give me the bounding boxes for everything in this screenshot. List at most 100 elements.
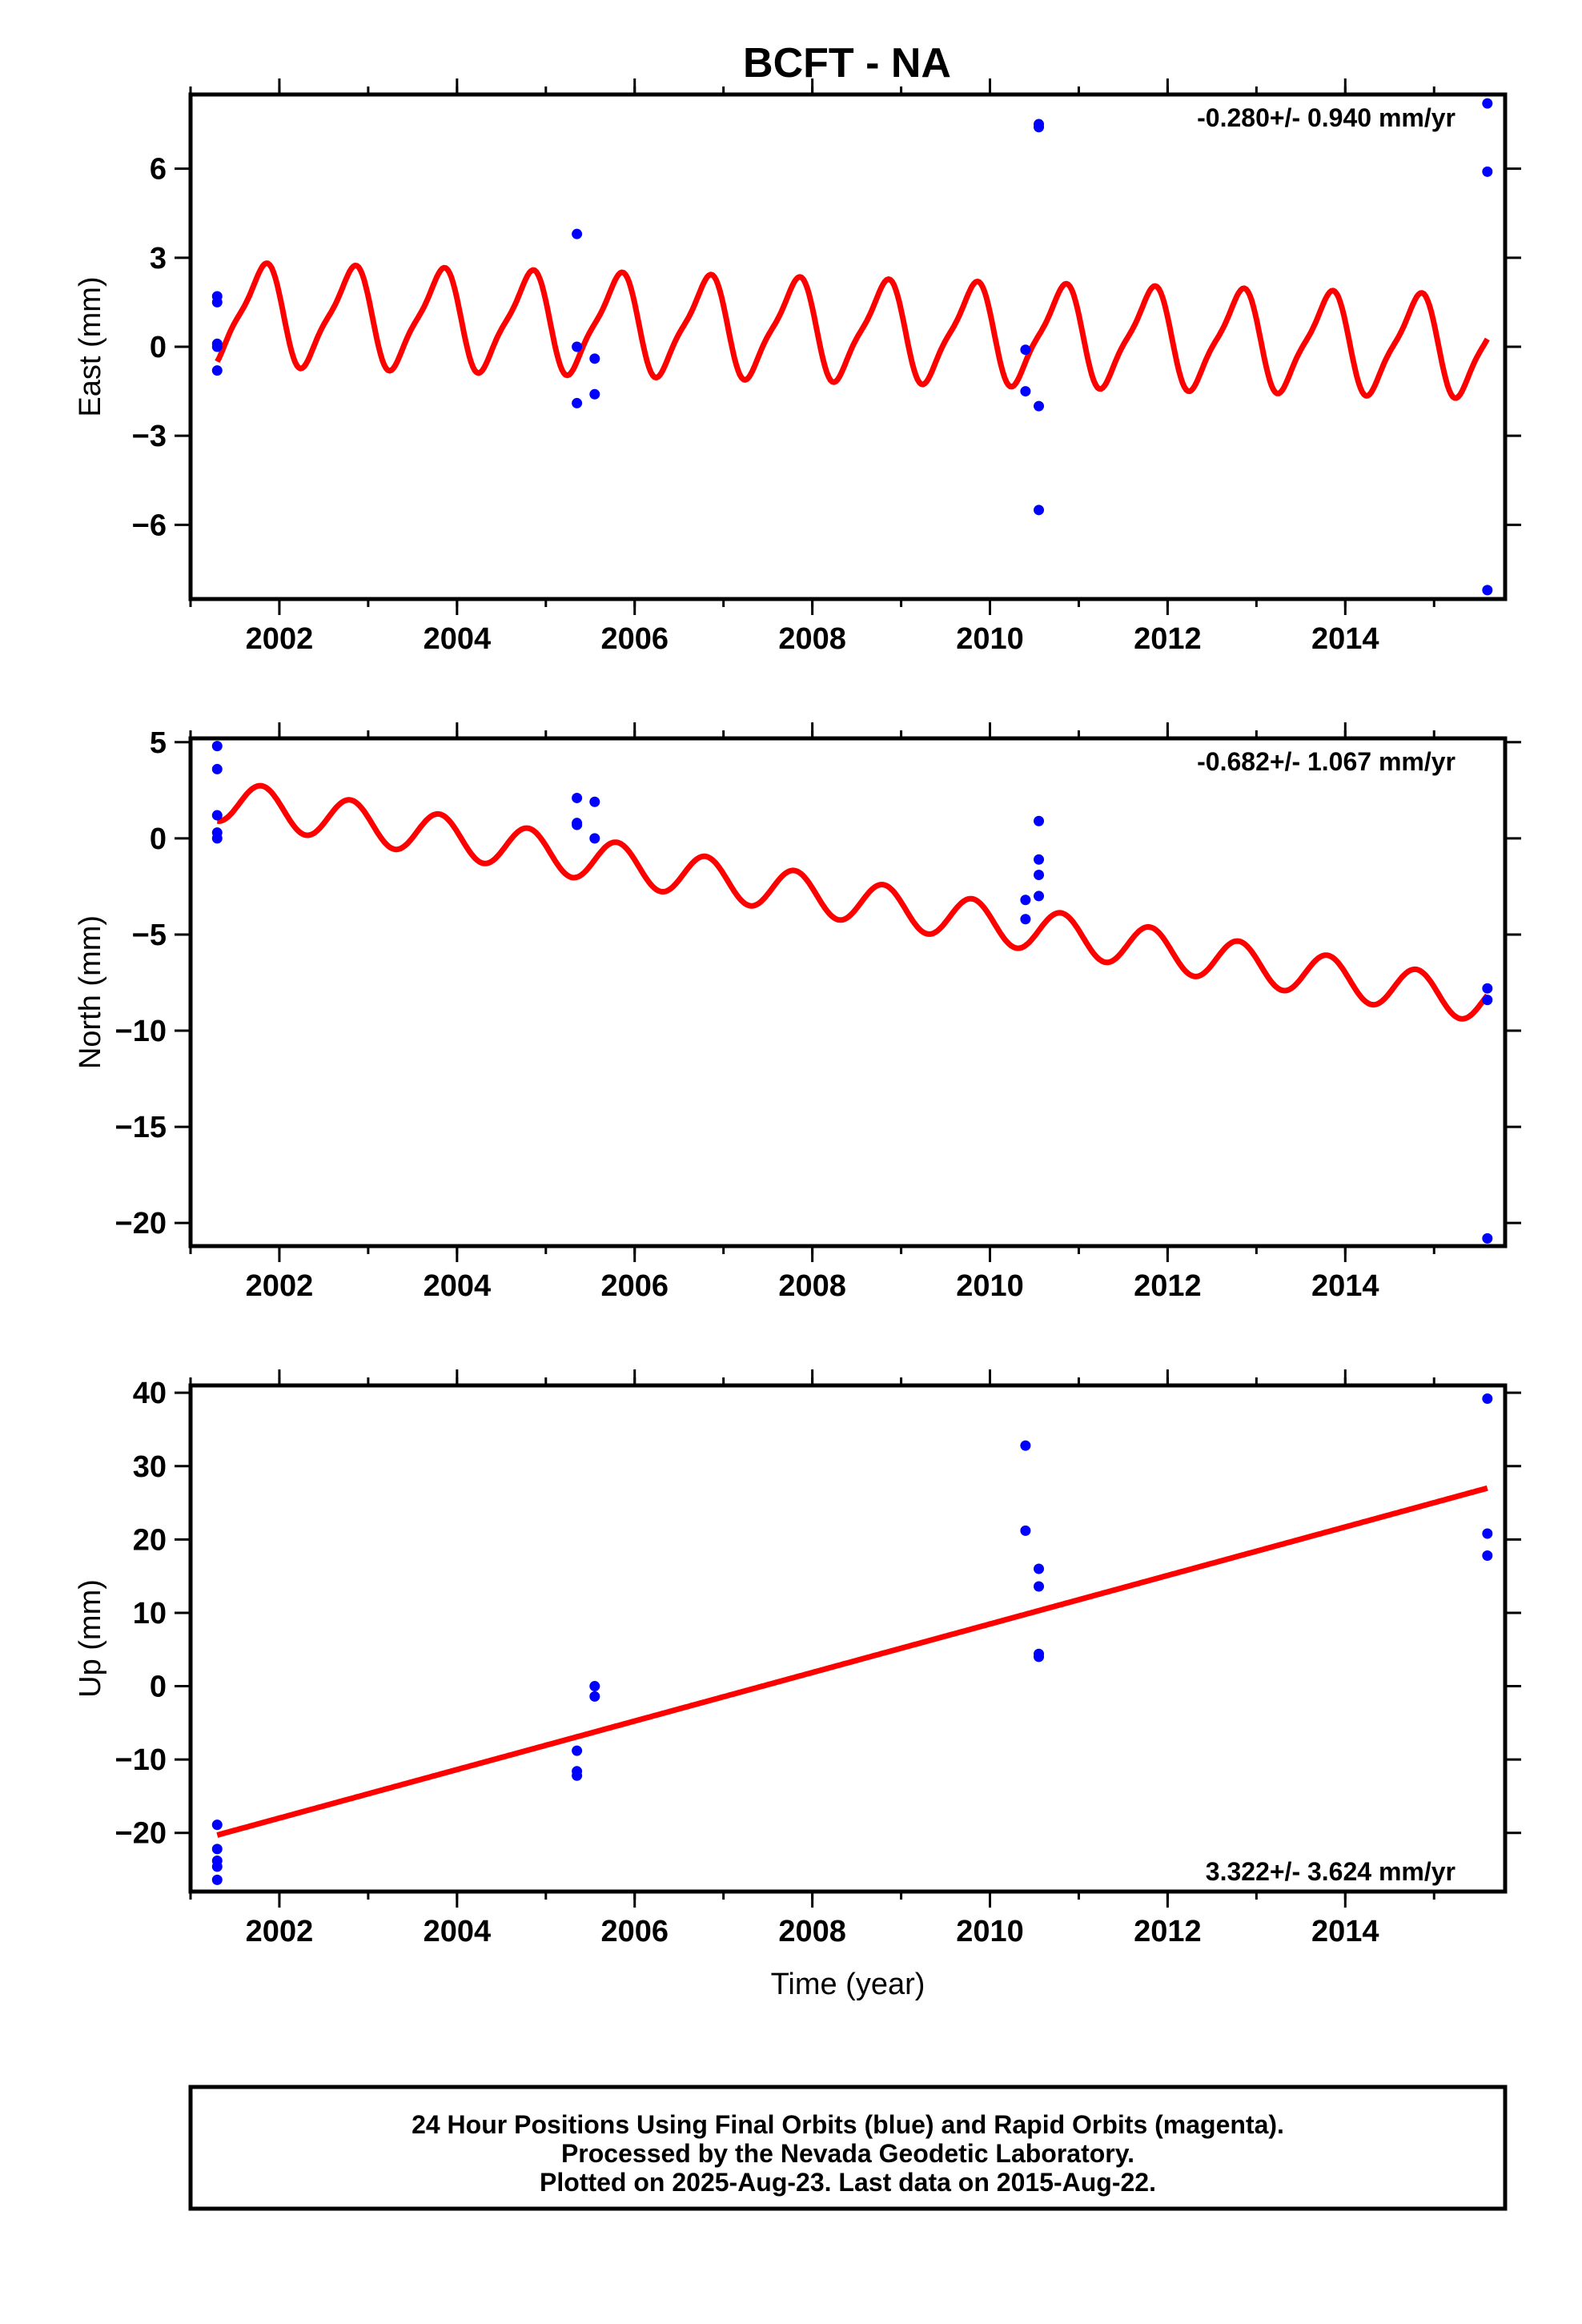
x-tick-label: 2010 — [956, 1269, 1024, 1303]
footer-line-1: 24 Hour Positions Using Final Orbits (bl… — [412, 2110, 1284, 2139]
y-tick-label: 6 — [150, 153, 167, 187]
y-tick-label: 40 — [133, 1377, 167, 1410]
y-axis-label: Up (mm) — [74, 1579, 107, 1698]
data-point — [1482, 995, 1493, 1006]
y-tick-label: 3 — [150, 242, 167, 275]
plot-frame — [188, 92, 1508, 601]
data-point — [1482, 1528, 1493, 1539]
x-tick-label: 2006 — [600, 1915, 669, 1948]
x-tick-label: 2012 — [1134, 1269, 1202, 1303]
y-axis-label: North (mm) — [74, 915, 107, 1069]
x-axis-label: Time (year) — [771, 1968, 926, 2001]
y-tick-label: 0 — [150, 331, 167, 364]
y-tick-label: 5 — [150, 726, 167, 760]
data-point — [211, 1861, 223, 1872]
data-point — [211, 1844, 223, 1855]
x-tick-label: 2012 — [1134, 1915, 1202, 1948]
data-point — [1020, 895, 1031, 906]
data-point — [211, 365, 223, 376]
x-tick-label: 2010 — [956, 1915, 1024, 1948]
data-point — [572, 792, 583, 803]
rate-label: -0.682+/- 1.067 mm/yr — [1197, 747, 1456, 776]
data-point — [572, 1745, 583, 1756]
data-point — [211, 763, 223, 774]
data-point — [1034, 891, 1045, 902]
data-point — [211, 1819, 223, 1831]
y-tick-label: 20 — [133, 1523, 167, 1557]
y-tick-label: −5 — [132, 919, 167, 952]
y-tick-label: −15 — [115, 1111, 167, 1144]
x-tick-label: 2008 — [778, 622, 846, 656]
y-tick-label: 0 — [150, 822, 167, 856]
x-tick-label: 2006 — [600, 1269, 669, 1303]
y-tick-label: −10 — [115, 1743, 167, 1777]
data-point — [589, 388, 600, 400]
y-tick-label: −3 — [132, 420, 167, 453]
plot-frame — [188, 736, 1508, 1248]
x-tick-label: 2002 — [246, 1915, 314, 1948]
data-point — [589, 833, 600, 844]
data-point — [1020, 1440, 1031, 1451]
data-point — [1034, 854, 1045, 865]
data-point — [572, 819, 583, 830]
data-point — [589, 1691, 600, 1702]
data-point — [1020, 386, 1031, 397]
y-tick-label: −20 — [115, 1207, 167, 1240]
x-tick-label: 2002 — [246, 1269, 314, 1303]
x-tick-label: 2014 — [1311, 1915, 1379, 1948]
data-point — [1482, 585, 1493, 596]
data-point — [1482, 1232, 1493, 1244]
x-tick-label: 2014 — [1311, 1269, 1379, 1303]
panel-east: 2002 2004 2006 2008 2010 2012 2014 −6 −3 0 3 6 -0.28… — [74, 78, 1521, 656]
data-point — [572, 397, 583, 408]
data-point — [1034, 1581, 1045, 1592]
y-tick-label: 30 — [133, 1450, 167, 1484]
x-tick-label: 2008 — [778, 1915, 846, 1948]
model-line — [216, 782, 1490, 1022]
model-line — [215, 260, 1490, 401]
data-point — [1020, 1525, 1031, 1536]
data-point — [1482, 166, 1493, 177]
data-point — [1482, 1393, 1493, 1404]
rate-label: 3.322+/- 3.624 mm/yr — [1206, 1857, 1456, 1886]
plot-frame — [188, 1383, 1508, 1894]
footer-box — [188, 2085, 1508, 2211]
data-point — [1034, 870, 1045, 881]
panels: 2002 2004 2006 2008 2010 2012 2014 −6 −3 0 3 6 -0.28… — [74, 78, 1521, 2001]
data-point — [211, 296, 223, 308]
x-tick-label: 2010 — [956, 622, 1024, 656]
rate-label: -0.280+/- 0.940 mm/yr — [1197, 103, 1456, 132]
x-tick-label: 2014 — [1311, 622, 1379, 656]
data-point — [211, 741, 223, 752]
x-tick-label: 2004 — [424, 622, 492, 656]
x-tick-label: 2004 — [424, 1915, 492, 1948]
data-point — [211, 1874, 223, 1885]
data-point — [1034, 505, 1045, 516]
data-point — [589, 796, 600, 807]
footer-line-3: Plotted on 2025-Aug-23. Last data on 201… — [540, 2168, 1156, 2197]
y-axis-label: East (mm) — [74, 276, 107, 416]
panel-north: 2002 2004 2006 2008 2010 2012 2014 −20 −15 −10 −5 0… — [74, 722, 1521, 1303]
data-point — [589, 1681, 600, 1692]
y-tick-label: −20 — [115, 1817, 167, 1851]
data-point — [572, 228, 583, 239]
panel-up: 2002 2004 2006 2008 2010 2012 2014 −20 −10 0 10 20 3… — [74, 1369, 1521, 2001]
data-point — [1482, 1550, 1493, 1561]
chart-title: BCFT - NA — [743, 40, 951, 86]
data-point — [1034, 1651, 1045, 1663]
data-point — [1034, 400, 1045, 412]
data-point — [211, 833, 223, 844]
data-point — [1482, 98, 1493, 109]
data-point — [1034, 815, 1045, 826]
x-tick-label: 2002 — [246, 622, 314, 656]
data-point — [211, 341, 223, 352]
data-point — [211, 810, 223, 821]
data-point — [1034, 122, 1045, 133]
data-point — [1020, 914, 1031, 925]
data-point — [572, 1770, 583, 1781]
data-point — [589, 353, 600, 364]
data-point — [1482, 983, 1493, 994]
x-tick-label: 2012 — [1134, 622, 1202, 656]
y-tick-label: −6 — [132, 509, 167, 542]
